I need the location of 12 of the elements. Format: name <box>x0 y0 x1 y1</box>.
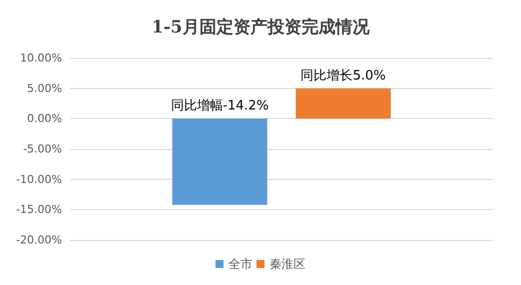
chart-title: 1-5月固定资产投资完成情况 <box>152 18 370 38</box>
y-tick-label: -10.00% <box>16 172 62 186</box>
data-label: 同比增幅-14.2% <box>170 98 269 114</box>
y-tick-label: -15.00% <box>16 203 62 216</box>
y-tick-label: -5.00% <box>23 142 62 156</box>
legend-label: 秦淮区 <box>270 257 306 271</box>
y-tick-label: 0.00% <box>27 112 62 126</box>
y-tick-label: 10.00% <box>20 52 62 64</box>
data-label: 同比增长5.0% <box>300 68 386 84</box>
y-tick-label: -20.00% <box>16 234 62 246</box>
legend-label: 全市 <box>228 257 252 271</box>
y-tick-label: 5.00% <box>27 82 62 95</box>
